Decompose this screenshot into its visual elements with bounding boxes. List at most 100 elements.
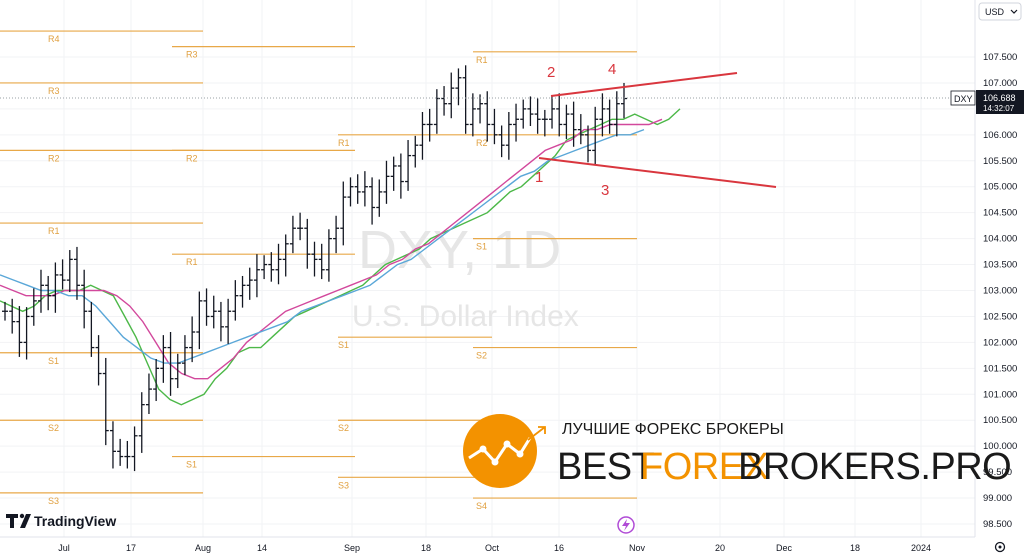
ohlc-bar	[246, 267, 253, 300]
ohlc-bar	[203, 288, 210, 326]
y-tick: 101.500	[983, 363, 1017, 374]
y-tick-label: 103.000	[983, 286, 1017, 297]
y-tick: 100.500	[983, 415, 1017, 426]
ohlc-bar	[23, 307, 30, 360]
ohlc-bar	[433, 89, 440, 134]
tradingview-icon	[6, 514, 18, 528]
x-tick-label: 2024	[911, 543, 931, 553]
pivot-label: S1	[476, 242, 487, 252]
countdown-timer: 14:32:07	[983, 104, 1015, 113]
ad-name-right: BROKERS.PRO	[738, 446, 1011, 488]
pivot-level: S1	[0, 352, 203, 366]
ohlc-bar	[297, 212, 304, 241]
ohlc-bar	[513, 103, 520, 142]
y-tick-label: 99.500	[983, 467, 1012, 478]
x-tick: 18	[850, 543, 860, 553]
wave-label-1: 1	[535, 169, 543, 186]
pivot-level: R1	[473, 51, 637, 65]
ohlc-bar	[592, 106, 599, 165]
lower-trend-line[interactable]	[538, 157, 777, 188]
y-tick: 103.000	[983, 286, 1017, 297]
ad-name-left: BEST	[557, 446, 655, 488]
upper-trend-line[interactable]	[550, 72, 738, 97]
x-tick-label: Nov	[629, 543, 646, 553]
ohlc-bar	[73, 246, 80, 300]
x-tick: Aug	[195, 543, 211, 553]
ohlc-bar	[196, 291, 203, 350]
pivot-label: S2	[48, 423, 59, 433]
ohlc-bar	[268, 252, 275, 282]
brand-logo-icon	[463, 414, 537, 488]
pivot-level: R3	[0, 82, 203, 96]
time-axis[interactable]: Jul 17 Aug 14 Sep 18 Oct 16 Nov 20 Dec 18 2024	[0, 536, 975, 553]
y-tick-label: 102.500	[983, 311, 1017, 322]
pivot-level: S2	[338, 419, 492, 433]
ohlc-bar	[181, 335, 188, 376]
ohlc-bar	[426, 108, 433, 142]
pivot-label: R1	[186, 257, 198, 267]
ohlc-bar	[390, 156, 397, 191]
x-tick: 14	[257, 543, 267, 553]
y-tick: 102.500	[983, 311, 1017, 322]
ohlc-bar	[462, 65, 469, 134]
ad-tagline: ЛУЧШИЕ ФОРЕКС БРОКЕРЫ	[562, 421, 784, 438]
tradingview-logo: TradingView	[6, 513, 116, 529]
y-tick-label: 101.500	[983, 363, 1017, 374]
ohlc-bar	[131, 426, 138, 472]
pivot-level: R4	[0, 30, 203, 44]
ohlc-bar	[88, 301, 95, 357]
ohlc-bar	[232, 280, 239, 321]
ohlc-bar	[2, 301, 8, 321]
x-tick: Dec	[776, 543, 793, 553]
y-tick-label: 107.000	[983, 78, 1017, 89]
pivot-label: R3	[186, 50, 198, 60]
ohlc-bar	[167, 332, 174, 396]
currency-label: USD	[985, 7, 1005, 17]
pivot-label: R2	[186, 153, 198, 163]
ohlc-bar	[253, 254, 260, 298]
pivot-level: S3	[338, 476, 492, 490]
ohlc-bar	[318, 243, 325, 280]
pivot-label: R2	[48, 153, 60, 163]
y-tick: 100.000	[983, 441, 1017, 452]
ohlc-bar	[354, 174, 361, 204]
wave-label-2: 2	[547, 64, 555, 81]
bestforexbrokers-ad[interactable]: ЛУЧШИЕ ФОРЕКС БРОКЕРЫ BEST FOREX BROKERS…	[463, 414, 1012, 488]
trend-lines[interactable]	[538, 72, 777, 188]
x-tick: Sep	[344, 543, 360, 553]
ohlc-bar	[325, 229, 332, 282]
ohlc-bar	[189, 316, 196, 363]
ohlc-bar	[81, 269, 88, 329]
y-tick: 102.000	[983, 337, 1017, 348]
pivot-points: R4 R3 R2 R1 S1 S2 S3 R3 R2 R1 S1 R1 S1 S2 S3 R1 R2 S1 S2 S4	[0, 30, 637, 511]
lightning-icon[interactable]	[617, 516, 635, 534]
pivot-level: R1	[172, 253, 355, 267]
pivot-level: S2	[473, 346, 637, 361]
pivot-level: S1	[338, 336, 492, 350]
moving-averages	[0, 108, 681, 406]
ohlc-bar	[498, 125, 505, 158]
ohlc-bar	[549, 96, 556, 129]
moving-average-line	[0, 118, 663, 380]
x-tick-label: Aug	[195, 543, 211, 553]
wave-label-4: 4	[608, 61, 616, 78]
ohlc-bar	[174, 353, 181, 389]
ohlc-bar	[477, 94, 484, 124]
pivot-label: S2	[338, 423, 349, 433]
ohlc-bar	[541, 109, 548, 137]
ohlc-bar	[376, 179, 383, 217]
ohlc-bar	[37, 269, 44, 313]
ohlc-bar	[383, 160, 390, 204]
y-tick: 104.000	[983, 234, 1017, 245]
ohlc-bar	[455, 68, 462, 106]
ohlc-bar	[275, 243, 282, 285]
symbol-badge-text: DXY	[954, 94, 973, 104]
currency-selector[interactable]: USD	[978, 2, 1022, 21]
ohlc-bar	[138, 392, 145, 453]
y-tick-label: 104.000	[983, 234, 1017, 245]
x-tick-label: Jul	[58, 543, 70, 553]
settings-icon[interactable]	[994, 541, 1006, 553]
x-tick: Oct	[485, 543, 500, 553]
ohlc-bar	[153, 358, 160, 402]
